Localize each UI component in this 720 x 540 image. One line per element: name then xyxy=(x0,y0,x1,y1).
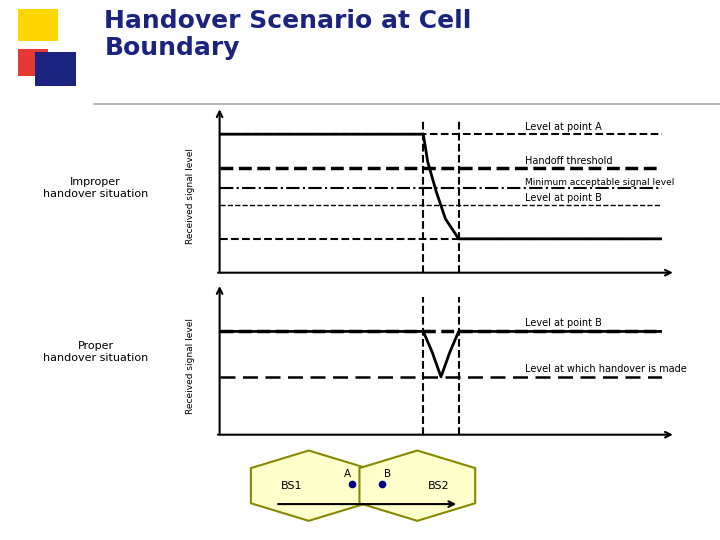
Text: Level at point B: Level at point B xyxy=(525,318,602,328)
Text: BS1: BS1 xyxy=(282,481,303,491)
Text: Received signal level: Received signal level xyxy=(186,318,195,414)
Polygon shape xyxy=(251,450,366,521)
Text: BS2: BS2 xyxy=(428,481,449,491)
Bar xyxy=(18,9,58,41)
Text: Handoff threshold: Handoff threshold xyxy=(525,156,613,166)
Text: Level at point B: Level at point B xyxy=(525,193,602,204)
Text: Handover Scenario at Cell
Boundary: Handover Scenario at Cell Boundary xyxy=(104,9,472,60)
Text: Minimum acceptable signal level: Minimum acceptable signal level xyxy=(525,178,675,186)
Text: Level at point A: Level at point A xyxy=(525,122,602,132)
Text: Received signal level: Received signal level xyxy=(186,148,195,244)
Bar xyxy=(35,52,76,86)
Text: Proper
handover situation: Proper handover situation xyxy=(43,341,148,363)
Text: B: B xyxy=(384,469,391,479)
Text: Improper
handover situation: Improper handover situation xyxy=(43,177,148,199)
Text: Level at which handover is made: Level at which handover is made xyxy=(525,364,687,374)
Text: A: A xyxy=(343,469,351,479)
Polygon shape xyxy=(359,450,475,521)
Bar xyxy=(18,49,48,76)
